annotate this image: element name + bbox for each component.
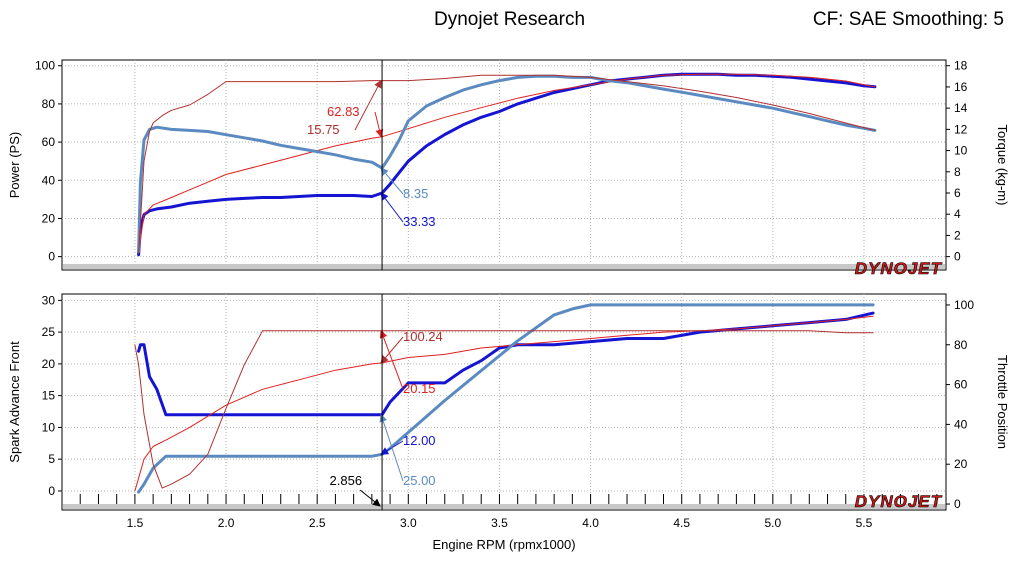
plot-frame-1 — [61, 59, 947, 271]
y2-tick-label: 80 — [954, 338, 968, 352]
y-tick-label: 40 — [42, 173, 56, 187]
annotation-leader — [374, 111, 384, 138]
x-tick-label: 5.0 — [765, 516, 782, 530]
series-line-1-2 — [138, 73, 876, 254]
series-line-2-2 — [134, 315, 874, 492]
annotation-leader — [380, 167, 404, 195]
annotation-leader — [380, 192, 404, 223]
series-line-2-3 — [137, 303, 875, 494]
cursor-value-label: 12.00 — [403, 433, 436, 448]
logo-text: DYNOJET — [855, 492, 943, 511]
annotation-leader — [379, 413, 404, 482]
y-tick-label: 25 — [42, 325, 56, 339]
correction-factor-info: CF: SAE Smoothing: 5 — [812, 9, 1004, 30]
y-tick-label: 10 — [42, 420, 56, 434]
y-tick-label: 80 — [42, 97, 56, 111]
y2-tick-label: 2 — [954, 228, 961, 242]
y-tick-label: 0 — [48, 484, 55, 498]
y-tick-label: 20 — [42, 211, 56, 225]
y2-tick-label: 0 — [954, 497, 961, 511]
y2-tick-label: 12 — [954, 122, 968, 136]
y2-tick-label: 6 — [954, 186, 961, 200]
y-tick-label: 100 — [35, 59, 55, 73]
x-axis-label: Engine RPM (rpmx1000) — [432, 537, 575, 552]
y2-axis-label: Torque (kg-m) — [995, 125, 1010, 206]
cursor-value-label: 62.83 — [327, 104, 360, 119]
cursor-value-label: 20.15 — [403, 381, 436, 396]
annotation-leader — [354, 79, 382, 131]
frame-shadow-2 — [63, 504, 945, 509]
y2-tick-label: 40 — [954, 417, 968, 431]
y2-tick-label: 60 — [954, 378, 968, 392]
x-tick-label: 5.5 — [856, 516, 873, 530]
series-line-1-3 — [137, 74, 877, 253]
x-tick-label: 2.0 — [218, 516, 235, 530]
cursor-rpm-label: 2.856 — [330, 473, 363, 488]
y-tick-label: 60 — [42, 135, 56, 149]
x-tick-label: 4.5 — [673, 516, 690, 530]
x-tick-label: 3.0 — [400, 516, 417, 530]
cursor-value-label: 25.00 — [403, 473, 436, 488]
series-line-1-4 — [138, 74, 876, 254]
y-tick-label: 15 — [42, 389, 56, 403]
y2-tick-label: 14 — [954, 101, 968, 115]
cursor-value-label: 33.33 — [403, 214, 436, 229]
logo-text: DYNOJET — [855, 259, 943, 278]
y-axis-label: Power (PS) — [7, 132, 22, 198]
y-axis-label: Spark Advance Front — [7, 341, 22, 463]
dynojet-logo: DYNOJET — [854, 492, 943, 512]
dynojet-logo: DYNOJET — [854, 259, 943, 279]
y2-tick-label: 100 — [954, 298, 974, 312]
annotation-leader — [380, 336, 404, 364]
dyno-title: Dynojet Research — [434, 9, 586, 30]
cursor-value-label: 8.35 — [403, 186, 428, 201]
y2-tick-label: 4 — [954, 207, 961, 221]
cursor-value-label: 15.75 — [307, 122, 340, 137]
x-tick-label: 3.5 — [491, 516, 508, 530]
x-tick-label: 4.0 — [582, 516, 599, 530]
x-tick-label: 1.5 — [127, 516, 144, 530]
y-tick-label: 30 — [42, 293, 56, 307]
y2-tick-label: 16 — [954, 80, 968, 94]
cursor-value-label: 100.24 — [403, 329, 443, 344]
y2-tick-label: 8 — [954, 165, 961, 179]
frame-shadow-1 — [63, 264, 945, 269]
y2-tick-label: 0 — [954, 250, 961, 264]
cursor-rpm-leader — [359, 489, 381, 507]
y-tick-label: 0 — [48, 250, 55, 264]
y2-tick-label: 10 — [954, 144, 968, 158]
y2-tick-label: 18 — [954, 59, 968, 73]
y-tick-label: 5 — [48, 452, 55, 466]
series-line-2-1 — [137, 311, 875, 417]
y2-axis-label: Throttle Position — [995, 355, 1010, 449]
series-line-1-1 — [137, 72, 877, 257]
annotation-leader — [379, 329, 404, 390]
x-tick-label: 2.5 — [309, 516, 326, 530]
y-tick-label: 20 — [42, 357, 56, 371]
plot-frame-2 — [61, 293, 947, 511]
y2-tick-label: 20 — [954, 457, 968, 471]
